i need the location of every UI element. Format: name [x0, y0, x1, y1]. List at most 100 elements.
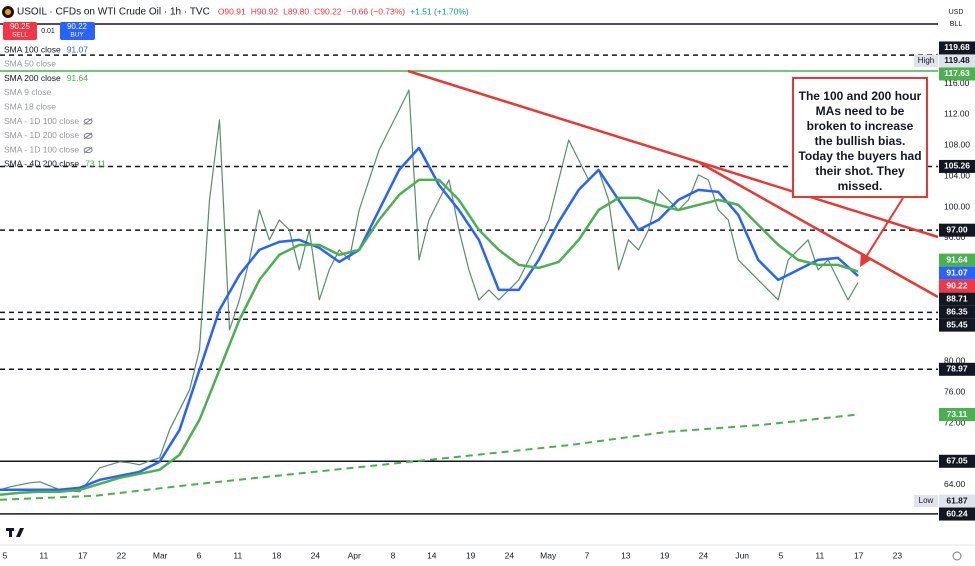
price-badge	[939, 279, 975, 293]
unit: BLL	[950, 21, 963, 28]
legend-name-hidden: SMA 50 close	[4, 59, 56, 69]
hidden-icon	[83, 118, 93, 125]
x-tick-label: Jun	[735, 550, 749, 560]
x-tick-label: 22	[117, 550, 127, 560]
x-tick-label: 5	[779, 550, 784, 560]
sell-price: 90.25	[10, 22, 31, 31]
x-tick-label: 5	[3, 550, 8, 560]
legend-value: 73.11	[85, 159, 106, 169]
y-tick-label: 112.00	[944, 109, 970, 119]
spread: 0.01	[41, 28, 55, 35]
price-badge-label: 78.97	[946, 364, 968, 374]
y-tick-label: 108.00	[944, 140, 970, 150]
badge-word-box	[914, 54, 938, 67]
ohlc-value: +1.51 (+1.70%)	[410, 6, 469, 16]
header: 90.25 SELL 0.01 90.22 BUY USOIL · CFDs o…	[2, 6, 963, 169]
price-badge-label: 97.00	[946, 224, 968, 234]
legend-name-hidden: SMA - 1D 100 close	[4, 116, 79, 126]
badge-word: Low	[919, 496, 934, 505]
legend-value: 91.07	[67, 44, 89, 54]
legend-value: 91.64	[67, 73, 89, 83]
legend-name: SMA 100 close	[4, 44, 61, 54]
legend-name: SMA 200 close	[4, 73, 61, 83]
price-badge-label: 67.05	[946, 456, 968, 466]
levels	[0, 54, 938, 515]
currency: USD	[949, 9, 964, 16]
x-tick-label: Mar	[153, 550, 168, 560]
price-badge-label: 60.24	[946, 508, 968, 518]
price-badge	[939, 159, 975, 173]
buy-button[interactable]	[60, 22, 95, 40]
logo-part	[16, 528, 24, 537]
x-tick-label: 7	[585, 550, 590, 560]
x-tick-label: 11	[39, 550, 48, 560]
legend-name-hidden: SMA 18 close	[4, 101, 56, 111]
badge-word-box	[914, 495, 938, 508]
arrow	[865, 197, 904, 258]
x-tick-label: 13	[621, 550, 631, 560]
x-tick-label: 18	[272, 550, 282, 560]
price-badge-label: 91.64	[946, 254, 968, 264]
y-tick-label: 80.00	[944, 356, 966, 366]
arrow-head	[860, 252, 872, 267]
series-line	[0, 178, 859, 497]
price-badge-label: 91.07	[946, 267, 968, 277]
legend-name: SMA - 4D 200 close	[4, 159, 79, 169]
sell-button[interactable]	[3, 22, 37, 40]
settings-icon[interactable]	[952, 551, 962, 561]
hidden-icon	[83, 146, 93, 154]
price-badge	[939, 292, 975, 306]
legend-name-hidden: SMA - 1D 100 close	[4, 144, 79, 154]
price-badge	[939, 305, 975, 319]
trend-line	[407, 69, 939, 239]
price-badge-label: 73.11	[947, 409, 968, 419]
x-tick-label: 6	[197, 550, 202, 560]
logo	[6, 528, 24, 537]
price-badge	[939, 223, 975, 237]
price-badge	[939, 41, 975, 55]
y-tick-label: 76.00	[944, 386, 966, 396]
x-tick-label: 24	[699, 550, 709, 560]
hidden-icon	[83, 147, 93, 154]
y-tick-label: 104.00	[944, 170, 970, 180]
x-tick-label: May	[540, 550, 557, 560]
annotation: The 100 and 200 hour MAs need to be brok…	[792, 77, 928, 198]
price-badge	[939, 362, 975, 376]
buy-price: 90.22	[67, 22, 88, 31]
legend-name-hidden: SMA 9 close	[4, 87, 52, 97]
price-badge	[939, 507, 975, 521]
price-badge-label: 105.26	[944, 161, 970, 171]
trend-line	[699, 161, 939, 299]
drawings	[407, 69, 939, 299]
ohlc-value: H90.92	[251, 6, 279, 16]
x-tick-label: 17	[854, 550, 864, 560]
x-tick-label: 14	[427, 550, 437, 560]
price-badge-label: 90.22	[946, 280, 968, 290]
price-badge	[939, 54, 975, 68]
x-tick-label: 11	[233, 550, 242, 560]
price-badge-label: 119.48	[944, 55, 970, 65]
symbol-title: USOIL · CFDs on WTI Crude Oil · 1h · TVC	[17, 7, 210, 18]
axes: 116.00 112.00 108.00 104.00 100.00 96.00 80.00…	[3, 41, 975, 560]
price-badge-label: 86.35	[946, 306, 968, 316]
price-badge-label: 85.45	[946, 319, 968, 329]
ohlc-value: C90.22	[314, 6, 342, 16]
y-tick-label: 116.00	[944, 78, 970, 88]
x-tick-label: 24	[311, 550, 321, 560]
symbol-icon	[5, 9, 11, 15]
price-badge	[939, 494, 975, 508]
sell-label: SELL	[12, 32, 28, 39]
x-tick-label: 17	[78, 550, 88, 560]
price-badge-label: 88.71	[946, 293, 968, 303]
price-badge	[939, 318, 975, 332]
ohlc-value: −0.66 (−0.73%)	[347, 6, 406, 16]
y-tick-label: 96.00	[944, 232, 966, 242]
badge-word: High	[918, 56, 934, 65]
x-tick-label: 8	[391, 550, 396, 560]
x-tick-label: 24	[505, 550, 515, 560]
y-tick-label: 72.00	[944, 417, 966, 427]
x-tick-label: 19	[660, 550, 670, 560]
legend-name-hidden: SMA - 1D 200 close	[4, 130, 79, 140]
logo-part	[9, 528, 12, 537]
